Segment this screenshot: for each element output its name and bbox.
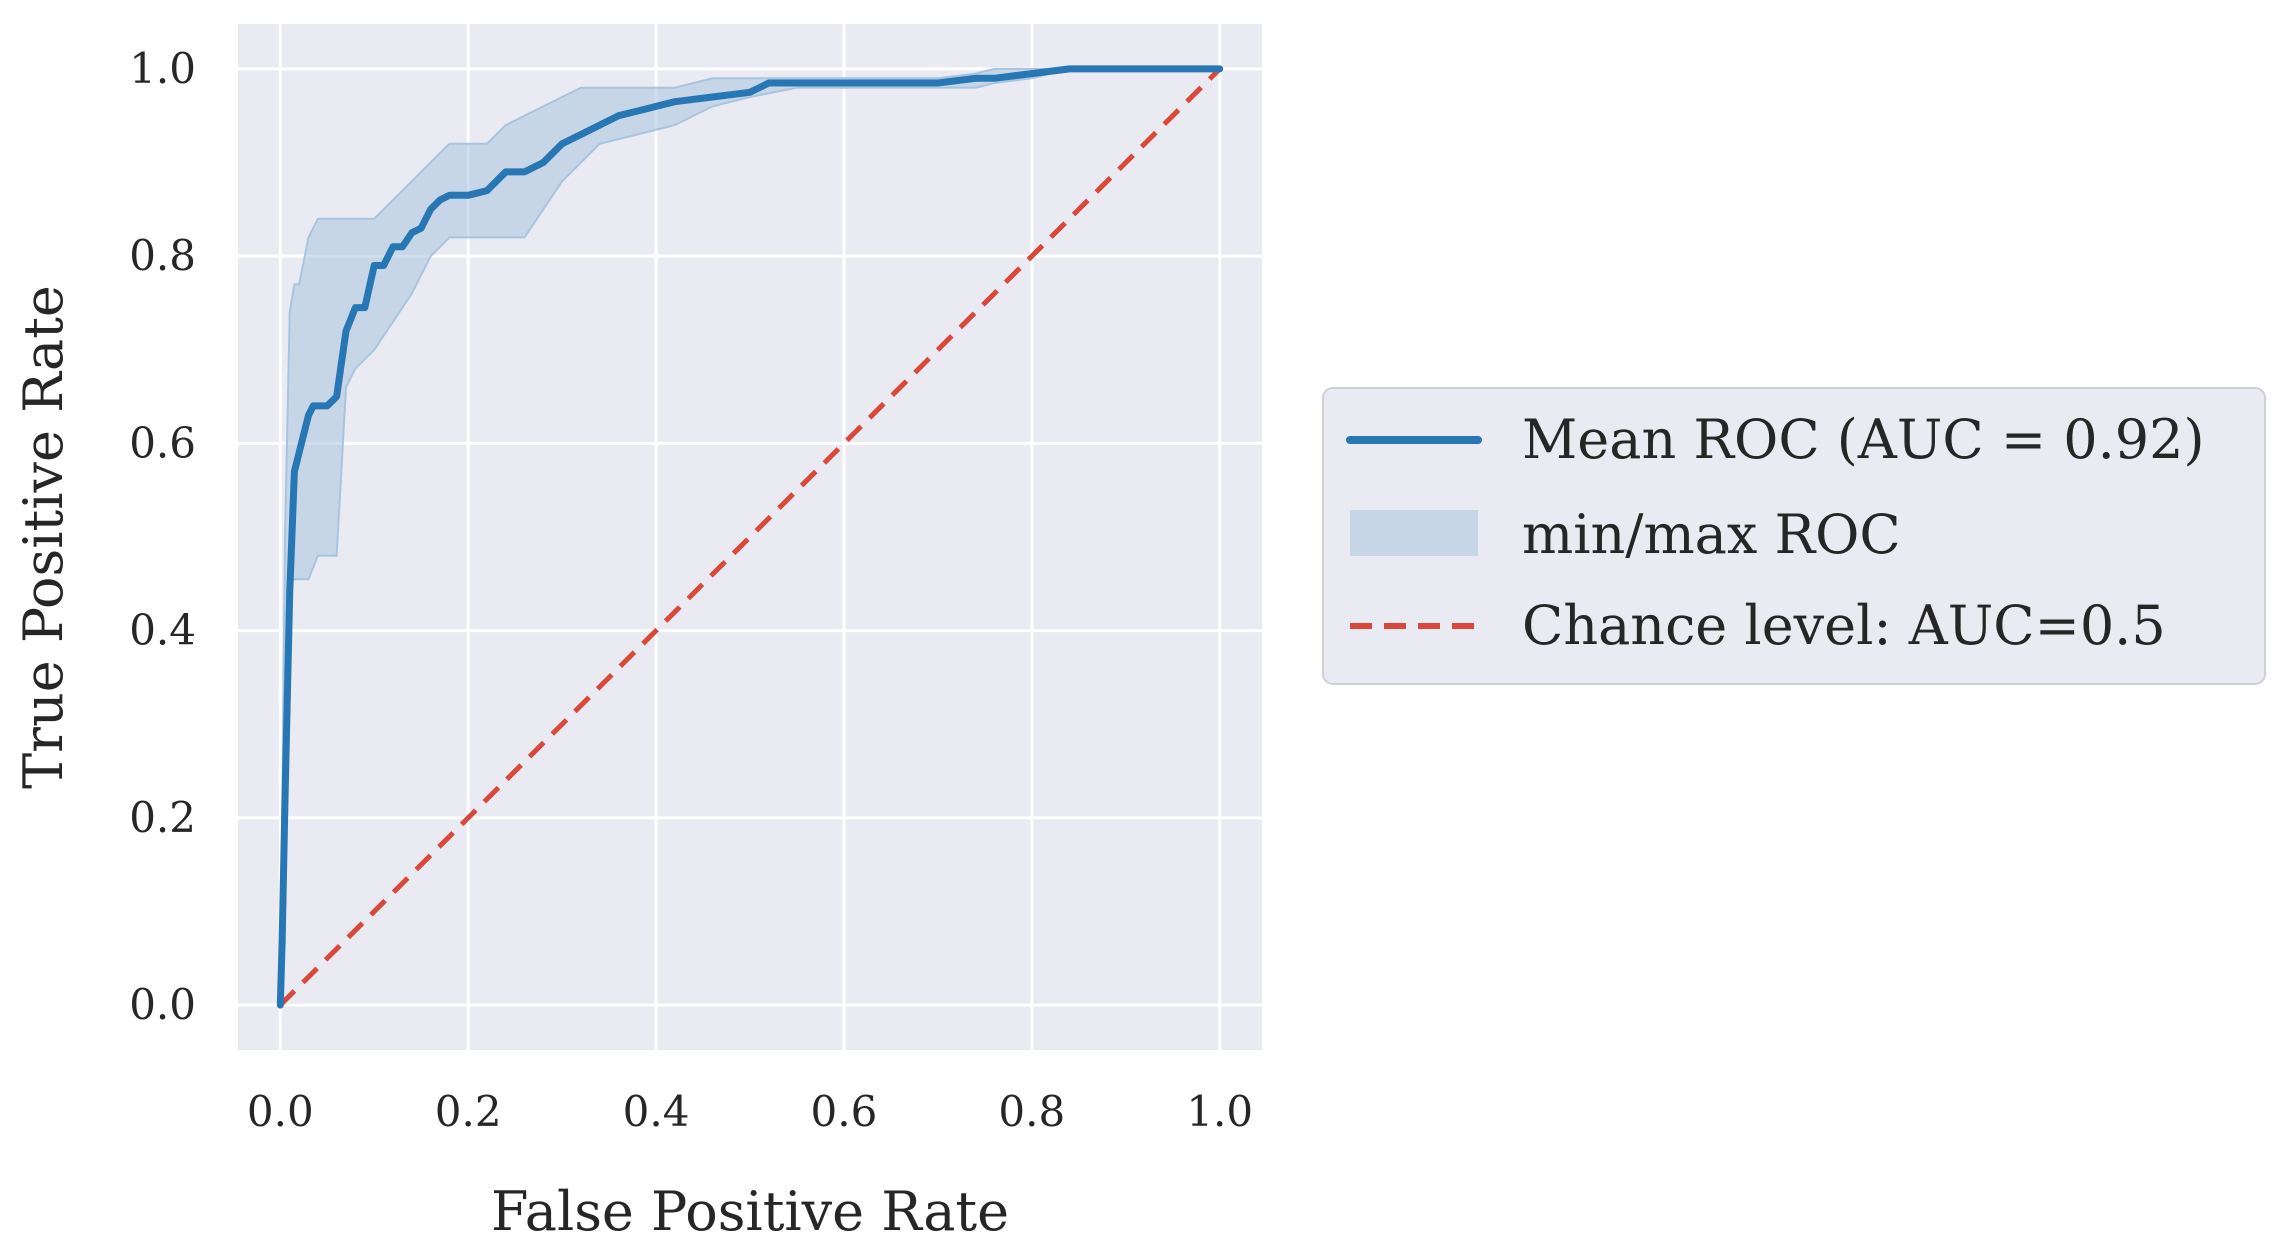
x-tick-label: 0.4 (623, 1087, 690, 1136)
x-axis-label: False Positive Rate (491, 1180, 1009, 1243)
x-tick-labels: 0.0 0.2 0.4 0.6 0.8 1.0 (247, 1087, 1253, 1136)
y-tick-label: 0.6 (129, 418, 196, 467)
mean-roc-line (276, 65, 1224, 1009)
legend-frame (1322, 387, 2266, 685)
min-max-roc-band (279, 67, 1220, 1006)
x-tick-label: 0.0 (247, 1087, 314, 1136)
x-tick-label: 0.6 (811, 1087, 878, 1136)
y-axis-label: True Positive Rate (12, 285, 75, 789)
legend-mean-roc-label: Mean ROC (AUC = 0.92) (1522, 408, 2205, 471)
legend-min-max-roc-swatch (1350, 510, 1478, 556)
chance-level-line (278, 67, 1222, 1007)
y-tick-label: 0.4 (129, 606, 196, 655)
x-tick-label: 1.0 (1186, 1087, 1253, 1136)
y-tick-label: 0.2 (129, 793, 196, 842)
y-tick-label: 0.0 (129, 980, 196, 1029)
y-tick-label: 0.8 (129, 231, 196, 280)
legend-chance-level-label: Chance level: AUC=0.5 (1522, 594, 2166, 657)
x-tick-label: 0.8 (998, 1087, 1065, 1136)
legend: Mean ROC (AUC = 0.92) min/max ROC Chance… (1322, 387, 2266, 685)
legend-min-max-roc-label: min/max ROC (1522, 503, 1901, 566)
y-tick-labels: 0.0 0.2 0.4 0.6 0.8 1.0 (129, 44, 196, 1029)
x-tick-label: 0.2 (435, 1087, 502, 1136)
y-tick-label: 1.0 (129, 44, 196, 93)
